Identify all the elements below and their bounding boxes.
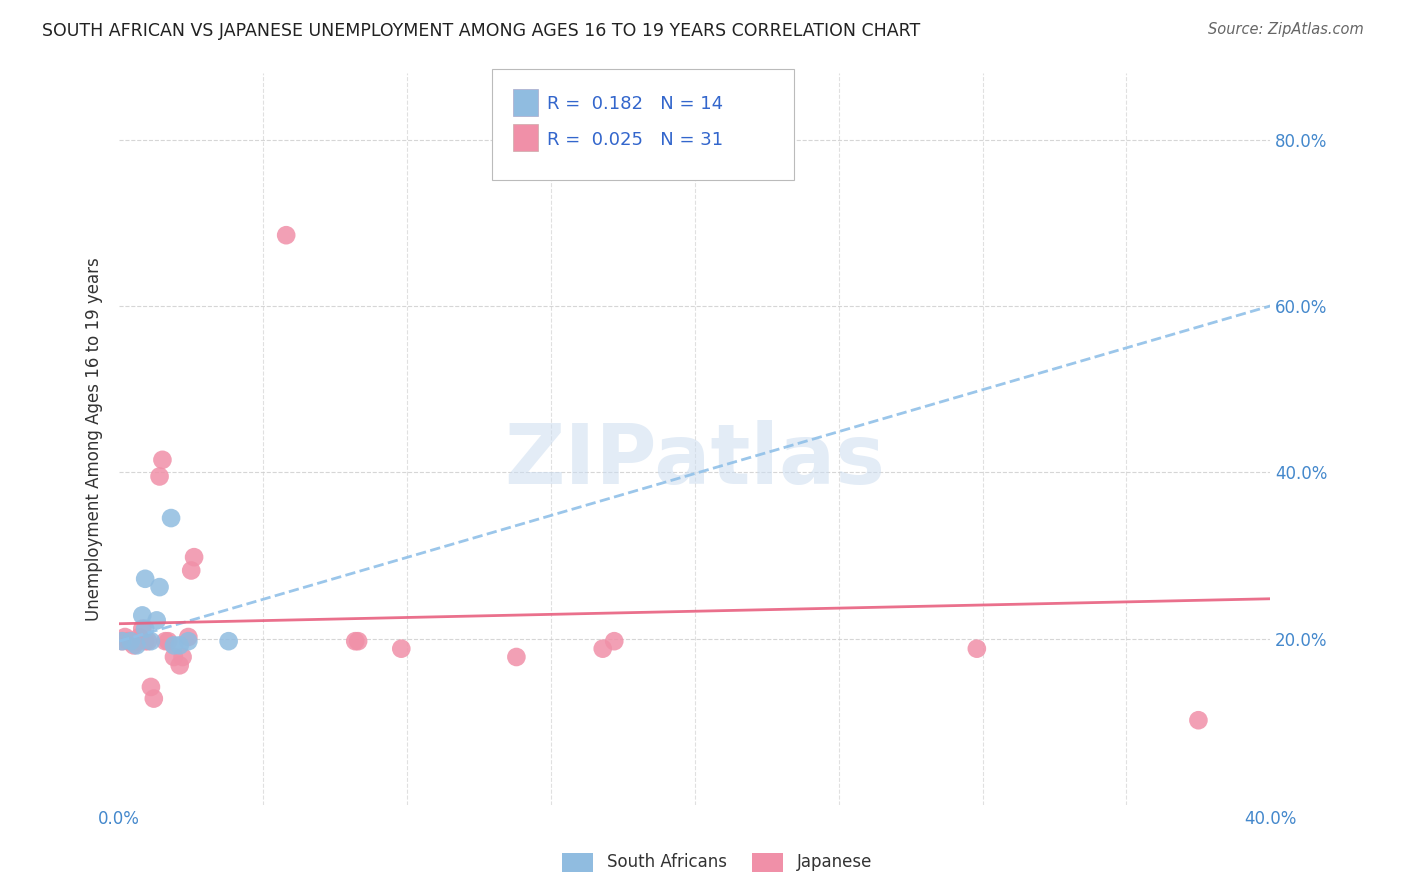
Point [145,614,167,628]
Point [592,641,614,656]
Point [134,622,156,636]
Point [111,634,134,648]
Point [148,580,170,594]
Point [276,228,298,243]
Text: R =  0.182   N = 14: R = 0.182 N = 14 [547,95,723,113]
Point [160,511,183,525]
Point [139,680,162,694]
Point [125,634,148,648]
Text: South Africans: South Africans [607,853,727,871]
Point [114,630,136,644]
Point [148,469,170,483]
Point [131,622,153,636]
Point [163,638,186,652]
Point [966,641,988,656]
Point [152,453,174,467]
Point [122,638,145,652]
Point [142,691,165,706]
Point [128,630,150,644]
Point [134,572,156,586]
Point [111,634,134,648]
Y-axis label: Unemployment Among Ages 16 to 19 years: Unemployment Among Ages 16 to 19 years [86,257,103,621]
Point [131,608,153,623]
Point [1187,713,1209,727]
Point [120,634,142,648]
Text: ZIPatlas: ZIPatlas [505,420,886,501]
Point [172,650,194,665]
Point [163,650,186,665]
Point [177,630,200,644]
Point [177,634,200,648]
Point [603,634,626,648]
Point [117,634,139,648]
Point [136,634,159,648]
Point [120,634,142,648]
Text: SOUTH AFRICAN VS JAPANESE UNEMPLOYMENT AMONG AGES 16 TO 19 YEARS CORRELATION CHA: SOUTH AFRICAN VS JAPANESE UNEMPLOYMENT A… [42,22,921,40]
Point [169,638,191,652]
Text: Japanese: Japanese [797,853,873,871]
Text: Source: ZipAtlas.com: Source: ZipAtlas.com [1208,22,1364,37]
Text: R =  0.025   N = 31: R = 0.025 N = 31 [547,131,723,149]
Point [169,658,191,673]
Point [155,634,177,648]
Point [183,550,205,565]
Point [389,641,412,656]
Point [180,564,202,578]
Point [134,634,156,648]
Point [125,638,148,652]
Point [347,634,370,648]
Point [218,634,240,648]
Point [505,650,527,665]
Point [157,634,180,648]
Point [344,634,367,648]
Point [139,634,162,648]
